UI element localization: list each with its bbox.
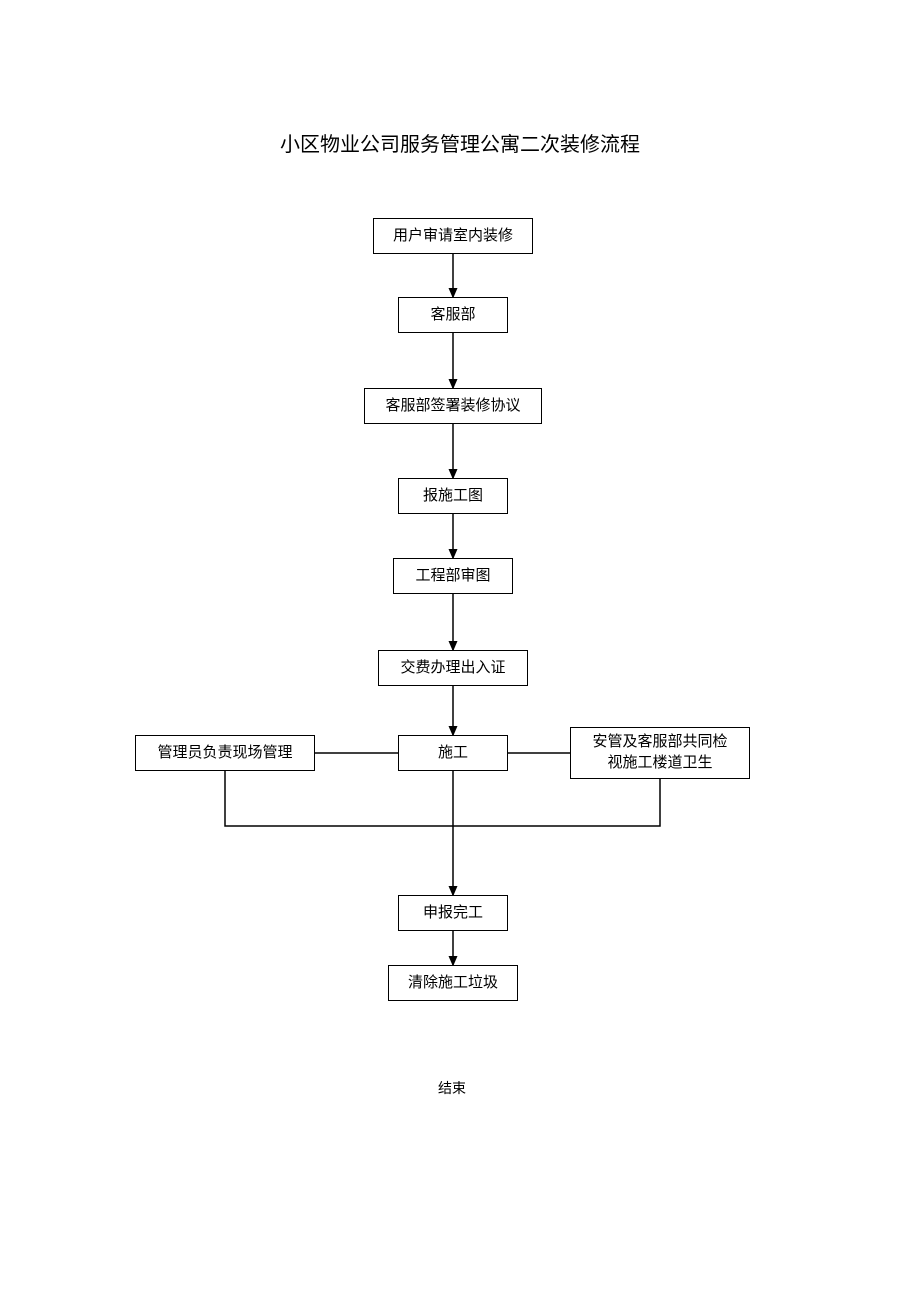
flow-node-n1: 用户审请室内装修: [373, 218, 533, 254]
flow-node-n5: 工程部审图: [393, 558, 513, 594]
page-title: 小区物业公司服务管理公寓二次装修流程: [0, 128, 920, 157]
flow-node-nR: 安管及客服部共同检 视施工楼道卫生: [570, 727, 750, 779]
end-label: 结束: [438, 1078, 466, 1098]
flow-node-n6: 交费办理出入证: [378, 650, 528, 686]
flow-node-n3: 客服部签署装修协议: [364, 388, 542, 424]
flow-node-n9: 清除施工垃圾: [388, 965, 518, 1001]
flow-node-n4: 报施工图: [398, 478, 508, 514]
flow-node-n2: 客服部: [398, 297, 508, 333]
flow-node-n8: 申报完工: [398, 895, 508, 931]
flow-node-nL: 管理员负责现场管理: [135, 735, 315, 771]
flow-node-n7: 施工: [398, 735, 508, 771]
